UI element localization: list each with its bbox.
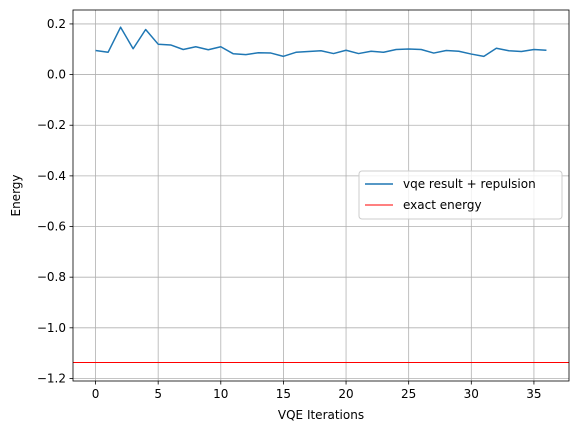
x-tick-label: 35 [526, 387, 541, 401]
axes-frame [72, 9, 570, 382]
legend: vqe result + repulsion exact energy [358, 170, 563, 220]
y-tick-label: −1.2 [37, 371, 66, 385]
y-tick-label: 0.2 [47, 17, 66, 31]
y-tick-label: −1.0 [37, 321, 66, 335]
x-ticks: 0 5 10 15 20 25 30 35 [92, 381, 542, 401]
x-tick-label: 30 [464, 387, 479, 401]
legend-label-vqe: vqe result + repulsion [403, 177, 536, 191]
x-tick-label: 5 [154, 387, 162, 401]
y-tick-label: −0.4 [37, 169, 66, 183]
y-tick-label: −0.2 [37, 118, 66, 132]
series-layer [73, 26, 569, 364]
x-tick-label: 20 [338, 387, 353, 401]
vqe-series-line [95, 26, 547, 58]
y-axis-label: Energy [9, 174, 23, 216]
x-axis-label: VQE Iterations [278, 408, 364, 422]
y-tick-label: −0.8 [37, 270, 66, 284]
legend-label-exact: exact energy [403, 198, 482, 212]
x-tick-label: 25 [401, 387, 416, 401]
legend-box [358, 170, 563, 220]
x-tick-label: 0 [92, 387, 100, 401]
x-tick-label: 10 [213, 387, 228, 401]
y-tick-label: −0.6 [37, 220, 66, 234]
y-ticks: 0.2 0.0 −0.2 −0.4 −0.6 −0.8 −1.0 −1.2 [37, 17, 73, 385]
y-tick-label: 0.0 [47, 68, 66, 82]
x-tick-label: 15 [276, 387, 291, 401]
